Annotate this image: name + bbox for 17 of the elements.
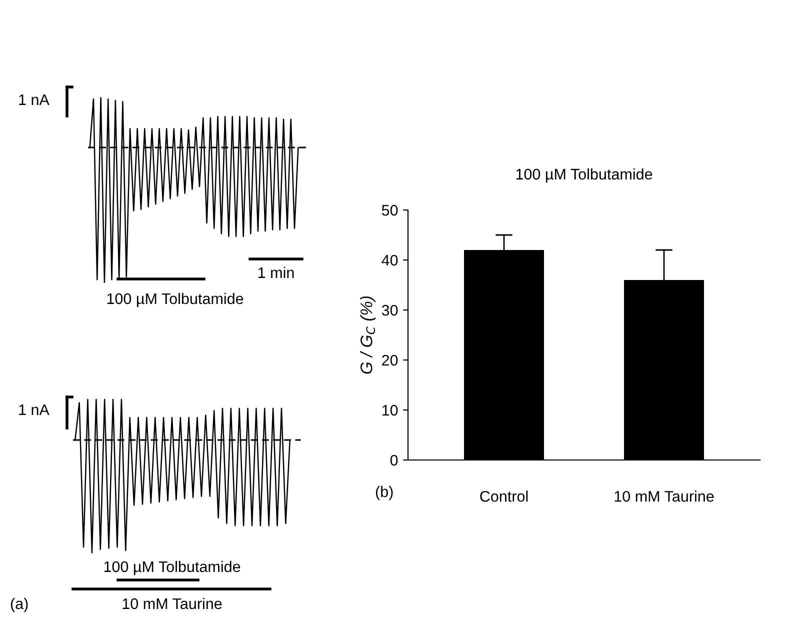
y-tick-label: 50 — [382, 204, 398, 216]
text: 100 µM Tolbutamide — [104, 560, 240, 576]
y-tick-label: 0 — [390, 454, 398, 466]
y-tick-label: 10 — [382, 404, 398, 416]
y-tick-label: 40 — [382, 254, 398, 266]
text: 10 mM Taurine — [122, 598, 222, 610]
text: 100 µM Tolbutamide — [107, 292, 244, 308]
chart-title: 100 µM Tolbutamide — [516, 168, 652, 183]
text: (b) — [376, 486, 393, 500]
annotation: 1 min — [258, 266, 294, 278]
text: 1 nA — [19, 94, 50, 105]
y-tick-label: 30 — [382, 304, 398, 316]
y-axis-title: G / G$_{C}$ (%) — [360, 296, 376, 374]
text: 1 nA — [19, 404, 50, 415]
x-tick-label: Control — [480, 490, 528, 502]
y-tick-label: 20 — [382, 354, 398, 366]
text: (a) — [10, 598, 28, 612]
